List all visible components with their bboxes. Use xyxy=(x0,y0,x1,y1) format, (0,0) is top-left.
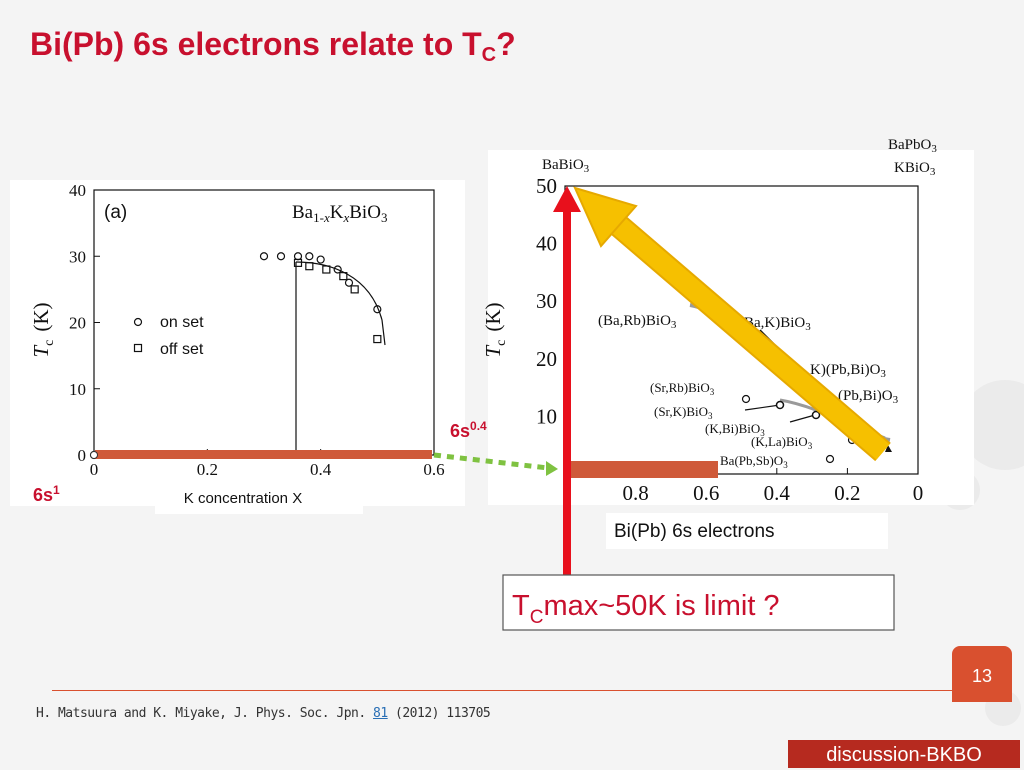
compound-label: Ba1-xKxBiO3 xyxy=(292,202,387,225)
footer-divider xyxy=(52,690,952,691)
onset-point xyxy=(316,255,325,264)
left-xlabel: K concentration X xyxy=(184,490,302,507)
left-ytick-label: 10 xyxy=(69,380,86,399)
red-arrow-head xyxy=(553,186,581,212)
legend-onset-label: on set xyxy=(160,314,204,331)
green-arrow-head xyxy=(546,461,558,476)
offset-point xyxy=(350,285,359,294)
right-ytick-label: 10 xyxy=(536,404,557,428)
citation: H. Matsuura and K. Miyake, J. Phys. Soc.… xyxy=(36,706,491,721)
left-ytick-label: 20 xyxy=(69,314,86,333)
page-number-badge: 13 xyxy=(952,646,1012,702)
bi-pb-label: Bi(Pb) 6s electrons xyxy=(614,521,775,542)
onset-point xyxy=(344,278,354,287)
left-xtick-label: 0.2 xyxy=(197,460,218,479)
right-6s-bar xyxy=(563,461,718,478)
compound-label: (K,La)BiO3 xyxy=(751,434,813,451)
right-xtick-label: 0.6 xyxy=(693,481,719,505)
left-xtick-label: 0 xyxy=(90,460,99,479)
sr-k-marker xyxy=(775,400,785,410)
right-xtick-label: 0.4 xyxy=(764,481,791,505)
compound-label: Ba,K)BiO3 xyxy=(744,315,811,333)
kbi-leader xyxy=(789,414,816,423)
compound-label: (Sr,K)BiO3 xyxy=(654,404,713,421)
offset-point xyxy=(339,272,348,281)
left-ytick-label: 0 xyxy=(78,446,87,465)
ba-pb-sb-marker xyxy=(825,454,835,464)
left-xlabel-panel xyxy=(155,486,363,514)
offset-point xyxy=(305,262,314,271)
right-ytick-label: 20 xyxy=(536,347,557,371)
right-xtick-label: 0.2 xyxy=(834,481,860,505)
citation-volume-link[interactable]: 81 xyxy=(373,706,388,721)
onset-point xyxy=(373,305,382,314)
compound-label: (Pb,Bi)O3 xyxy=(838,388,899,406)
sr-rb-marker xyxy=(741,394,751,404)
label-kbio3: KBiO3 xyxy=(894,160,936,178)
right-ytick-label: 40 xyxy=(536,232,557,256)
yellow-arrow xyxy=(573,186,891,462)
slide-title: Bi(Pb) 6s electrons relate to TC? xyxy=(30,26,516,66)
label-bapbo3: BaPbO3 xyxy=(888,137,937,155)
left-xtick-label: 0.4 xyxy=(310,460,332,479)
k-bi-marker xyxy=(811,410,821,420)
compound-label: Ba(Pb,Sb)O3 xyxy=(720,453,788,470)
srk-leader xyxy=(744,404,781,411)
end-marker xyxy=(885,445,892,452)
onset-point xyxy=(276,252,286,261)
limit-text: TCmax~50K is limit ? xyxy=(512,590,780,628)
offset-point xyxy=(322,265,331,274)
legend-offset-marker xyxy=(133,343,143,353)
right-xtick-label: 0 xyxy=(913,481,924,505)
six-s-04-label: 6s0.4 xyxy=(450,419,487,441)
right-ytick-label: 50 xyxy=(536,174,557,198)
red-arrow-shaft xyxy=(563,210,571,580)
six-s-1-label: 6s1 xyxy=(33,483,60,505)
offset-point xyxy=(293,258,303,267)
offset-point xyxy=(373,334,382,344)
left-ytick-label: 30 xyxy=(69,247,86,266)
left-ylabel: Tc(K) xyxy=(29,302,57,357)
label-babio3: BaBiO3 xyxy=(542,157,590,175)
onset-point xyxy=(305,252,314,261)
legend-onset-marker xyxy=(133,317,143,327)
compound-label: (K,Bi)BiO3 xyxy=(705,421,765,438)
left-bar-origin-marker xyxy=(90,451,98,459)
green-dotted-connector xyxy=(433,452,549,471)
compound-label: (Ba,Rb)BiO3 xyxy=(598,313,677,331)
panel-label: (a) xyxy=(104,202,127,223)
right-ytick-label: 30 xyxy=(536,289,557,313)
limit-box xyxy=(502,574,895,631)
left-chart: 0 10 20 30 40 0 0.2 0.4 0.6 (a) Ba1-xKxBiO3 Tc(… xyxy=(29,181,445,507)
onset-point xyxy=(333,265,342,274)
right-xtick-label: 0.8 xyxy=(622,481,648,505)
left-ytick-label: 40 xyxy=(69,181,86,200)
onset-point xyxy=(259,252,269,261)
left-xtick-label: 0.6 xyxy=(423,460,444,479)
compound-label: (Sr,Rb)BiO3 xyxy=(650,380,715,397)
footer-tag: discussion-BKBO xyxy=(788,740,1020,768)
left-6s-bar xyxy=(95,450,432,459)
right-ylabel: Tc(K) xyxy=(481,302,509,357)
compound-label: K)(Pb,Bi)O3 xyxy=(810,362,886,380)
legend-offset-label: off set xyxy=(160,341,204,358)
bi-pb-label-box xyxy=(606,513,888,549)
